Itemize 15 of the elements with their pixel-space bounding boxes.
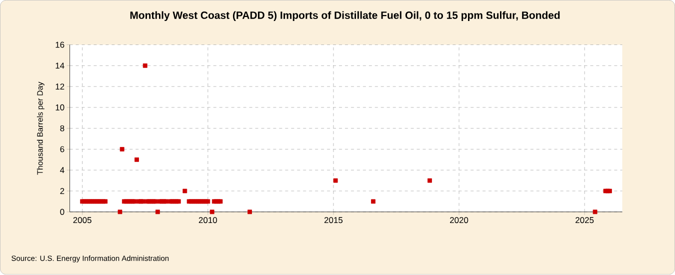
x-tick-label: 2025	[576, 217, 594, 224]
y-tick-label: 8	[60, 125, 64, 132]
y-tick-label: 0	[60, 209, 64, 216]
y-tick-label: 10	[56, 104, 64, 111]
y-tick-label: 4	[60, 167, 64, 174]
y-tick-label: 6	[60, 146, 64, 152]
x-tick-label: 2020	[450, 217, 468, 224]
y-tick-label: 12	[56, 84, 64, 90]
chart-title: Monthly West Coast (PADD 5) Imports of Distillate Fuel Oil, 0 to 15 ppm Sulfur, Bonded	[130, 11, 560, 22]
y-tick-label: 14	[56, 62, 64, 69]
x-tick-label: 2015	[324, 217, 343, 224]
y-tick-label: 16	[56, 42, 64, 48]
y-tick-label: 2	[60, 188, 64, 194]
x-tick-label: 2005	[73, 217, 92, 224]
x-tick-label: 2010	[198, 217, 217, 224]
